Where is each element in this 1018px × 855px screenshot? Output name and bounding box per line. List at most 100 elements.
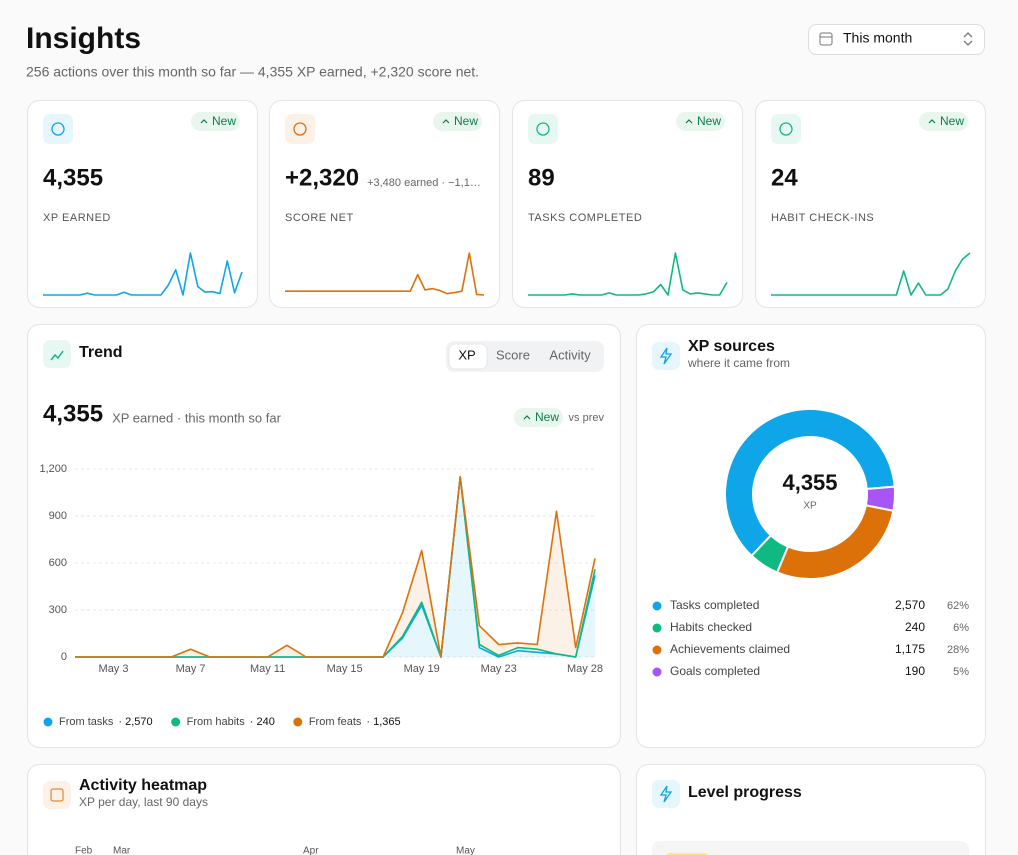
legend-share: 28%	[947, 644, 969, 656]
card	[636, 764, 986, 855]
kpi-card: New 89 TASKS COMPLETED	[512, 100, 743, 308]
legend-dot	[652, 623, 662, 633]
tab[interactable]: Score	[496, 347, 530, 362]
y-tick-label: 1,200	[39, 463, 67, 475]
sparkline	[528, 252, 728, 296]
badge	[433, 112, 482, 131]
card	[269, 100, 500, 308]
series-line	[75, 476, 596, 658]
page-subtitle: 256 actions over this month so far — 4,3…	[26, 64, 479, 80]
badge-caret	[442, 119, 450, 124]
legend-value: 2,570	[895, 598, 925, 612]
legend-share: 62%	[947, 600, 969, 612]
card	[27, 324, 621, 748]
calendar-icon	[819, 32, 833, 46]
card-title: Level progress	[688, 784, 802, 801]
comparison: vs prev	[569, 412, 605, 424]
icon-glyph	[779, 122, 793, 136]
card	[512, 100, 743, 308]
icon-box	[771, 114, 801, 144]
period-select[interactable]: This month	[808, 24, 985, 55]
legend-dot	[652, 667, 662, 677]
bolt-icon	[659, 785, 673, 803]
kpi-card: New 24 HABIT CHECK-INS	[755, 100, 986, 308]
kpi-row: New 4,355 XP EARNED New +2,320 +3,480 earned …	[27, 100, 986, 308]
legend-value: 1,175	[895, 642, 925, 656]
select-value[interactable]: This month	[843, 30, 912, 46]
legend-total: · 2,570	[118, 716, 152, 728]
headline-caption: XP earned · this month so far	[112, 410, 282, 425]
bolt-icon	[659, 347, 673, 365]
chevron-up	[963, 32, 973, 38]
month-label: Mar	[113, 846, 131, 855]
page-title: Insights	[26, 22, 141, 55]
x-tick-label: May 28	[567, 663, 603, 675]
legend-name: From feats	[309, 716, 362, 728]
headline-value: 4,355	[43, 400, 103, 427]
x-tick-label: May 23	[481, 663, 517, 675]
legend-name: Tasks completed	[670, 598, 759, 612]
plot: 0 300 600 900 1,200 May 3 May 7 May 11 May 15 May…	[39, 463, 603, 675]
donut-center-value: 4,355	[782, 470, 837, 495]
badge-text: New	[535, 410, 559, 424]
heatmap-card: Activity heatmap XP per day, last 90 day…	[27, 764, 621, 855]
kpi-label: TASKS COMPLETED	[528, 212, 642, 224]
legend-dot	[43, 717, 53, 727]
x-tick-label: May 19	[404, 663, 440, 675]
icon-glyph	[51, 122, 65, 136]
trend-icon	[50, 350, 64, 361]
month-label: May	[456, 846, 475, 855]
legend-dot	[171, 717, 181, 727]
x-tick-label: May 7	[176, 663, 206, 675]
icon-box	[43, 781, 71, 809]
card-title: Trend	[79, 344, 123, 361]
kpi-value: 24	[771, 164, 798, 191]
badge	[514, 408, 563, 427]
tab[interactable]: XP	[458, 347, 475, 362]
month-label: Feb	[75, 846, 93, 855]
icon-box	[652, 780, 680, 808]
badge	[919, 112, 968, 131]
level-card: Level progress	[636, 764, 986, 855]
calendar-icon	[50, 788, 64, 802]
icon-box	[285, 114, 315, 144]
kpi-value: +2,320	[285, 164, 359, 191]
y-tick-label: 0	[61, 651, 67, 663]
icon-box	[652, 342, 680, 370]
sparkline	[771, 252, 971, 296]
donut-segment	[724, 408, 896, 558]
xp-sources-card: XP sources where it came from 4,355 XP Tas…	[636, 324, 986, 748]
x-tick-label: May 11	[250, 663, 285, 675]
tab[interactable]: Activity	[549, 347, 591, 362]
legend-share: 6%	[953, 622, 969, 634]
sparkline	[43, 252, 243, 296]
legend-name: Achievements claimed	[670, 642, 790, 656]
legend-dot	[652, 601, 662, 611]
card-title: XP sources	[688, 338, 775, 355]
legend-share: 5%	[953, 666, 969, 678]
card	[27, 100, 258, 308]
sparkline	[285, 252, 485, 296]
legend-name: From tasks	[59, 716, 114, 728]
badge-caret	[685, 119, 693, 124]
y-tick-label: 600	[49, 557, 67, 569]
card	[27, 764, 621, 855]
donut-center-label: XP	[803, 501, 817, 512]
badge	[191, 112, 240, 131]
icon-glyph	[536, 122, 550, 136]
badge-caret	[523, 415, 531, 420]
card	[755, 100, 986, 308]
icon-glyph	[293, 122, 307, 136]
chevron-down	[963, 40, 973, 46]
select-box[interactable]	[808, 24, 985, 55]
badge-text: New	[940, 114, 964, 128]
icon-box	[528, 114, 558, 144]
legend-name: Habits checked	[670, 620, 752, 634]
y-tick-label: 300	[49, 604, 67, 616]
icon-box	[43, 340, 71, 368]
badge-caret	[928, 119, 936, 124]
icon-box	[43, 114, 73, 144]
x-tick-label: May 3	[99, 663, 129, 675]
kpi-note: +3,480 earned · −1,1…	[367, 177, 481, 189]
kpi-value: 4,355	[43, 164, 103, 191]
